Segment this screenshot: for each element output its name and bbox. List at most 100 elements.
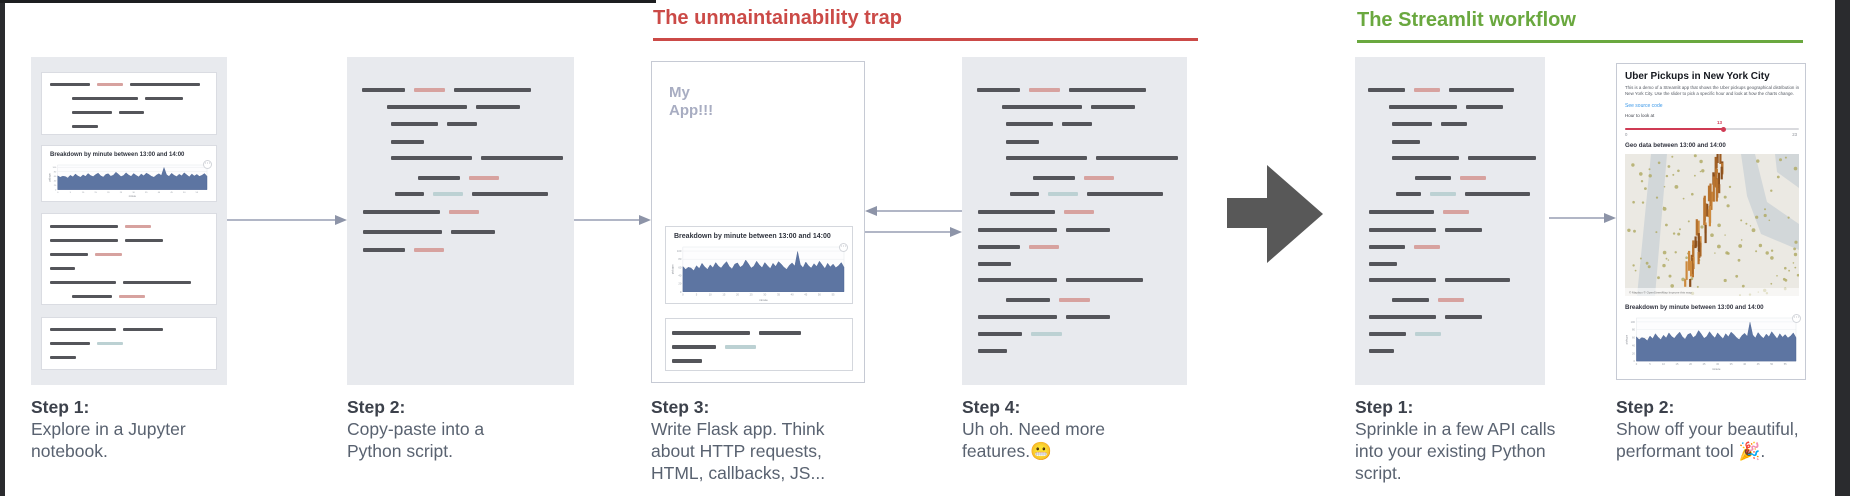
geo-map-svg: © Mapbox © OpenStreetMap Improve this ma… — [1625, 154, 1799, 296]
code-line — [1369, 228, 1545, 232]
code-line-segment — [145, 97, 183, 100]
code-line — [1396, 192, 1545, 196]
step-title: Step 2: — [347, 397, 406, 417]
chart-menu-icon[interactable]: ⋯ — [1792, 314, 1801, 323]
code-line-segment — [395, 192, 424, 196]
code-line-segment — [391, 122, 438, 126]
growing-script-code — [962, 57, 1187, 353]
svg-text:30: 30 — [763, 293, 766, 297]
code-line-segment — [978, 228, 1057, 232]
code-line — [50, 328, 216, 331]
svg-text:45: 45 — [1757, 362, 1760, 366]
trap-underline — [653, 38, 1198, 41]
code-line-segment — [725, 345, 756, 349]
code-line — [978, 228, 1187, 232]
code-line-segment — [672, 359, 702, 363]
code-line-segment — [50, 342, 90, 345]
svg-text:40: 40 — [678, 273, 681, 277]
code-line-segment — [433, 192, 463, 196]
svg-text:80: 80 — [54, 172, 57, 174]
code-line-segment — [363, 230, 442, 234]
slider-max: 23 — [1792, 132, 1797, 137]
step-body: Show off your beautiful, performant tool… — [1616, 419, 1799, 461]
code-line-segment — [125, 225, 151, 228]
slider-label: Hour to look at — [1625, 113, 1655, 118]
source-code-link[interactable]: See source code — [1625, 103, 1663, 109]
caption-step3: Step 3: Write Flask app. Think about HTT… — [651, 396, 861, 484]
code-line — [391, 156, 574, 160]
code-line — [1389, 105, 1545, 109]
code-line-segment — [1441, 122, 1467, 126]
geo-map[interactable]: © Mapbox © OpenStreetMap Improve this ma… — [1625, 154, 1799, 296]
svg-text:15: 15 — [94, 192, 97, 194]
code-line-segment — [1048, 192, 1078, 196]
svg-text:80: 80 — [1632, 328, 1635, 332]
trap-section-title: The unmaintainability trap — [653, 7, 902, 29]
code-line-segment — [50, 281, 116, 284]
code-line-segment — [978, 262, 1011, 266]
code-line — [978, 210, 1187, 214]
code-line — [672, 345, 852, 349]
chart-menu-icon[interactable]: ⋯ — [203, 160, 212, 169]
code-line-segment — [1369, 349, 1394, 353]
code-line — [1392, 156, 1545, 160]
code-line-segment — [362, 88, 405, 92]
code-line — [1369, 245, 1545, 249]
svg-text:0: 0 — [1636, 362, 1638, 366]
step-title: Step 4: — [962, 397, 1021, 417]
code-line-segment — [476, 105, 520, 109]
code-line — [387, 105, 574, 109]
flask-app-title: My App!!! — [669, 84, 714, 119]
svg-text:10: 10 — [82, 192, 85, 194]
code-line — [1006, 140, 1187, 144]
code-line-segment — [1392, 298, 1429, 302]
code-line-segment — [1445, 278, 1510, 282]
code-line-segment — [1064, 210, 1094, 214]
code-line-segment — [72, 295, 112, 298]
code-line — [1368, 88, 1545, 92]
geo-heading: Geo data between 13:00 and 14:00 — [1625, 142, 1726, 149]
code-line — [672, 331, 852, 335]
slider-thumb[interactable] — [1720, 126, 1726, 132]
code-line-segment — [1066, 278, 1143, 282]
flask-text-card — [665, 318, 853, 371]
code-line — [1369, 262, 1545, 266]
hour-slider[interactable] — [1625, 126, 1799, 132]
svg-text:30: 30 — [132, 192, 135, 194]
svg-text:100: 100 — [677, 249, 682, 253]
jupyter-notebook-panel: Breakdown by minute between 13:00 and 14… — [31, 57, 227, 385]
code-line-segment — [1392, 156, 1460, 160]
svg-text:20: 20 — [1632, 351, 1635, 355]
code-line — [1369, 278, 1545, 282]
code-line — [978, 278, 1187, 282]
code-line-segment — [1449, 88, 1514, 92]
step-body: Sprinkle in a few API calls into your ex… — [1355, 419, 1556, 483]
svg-text:100: 100 — [1631, 320, 1636, 324]
flask-chart-card: Breakdown by minute between 13:00 and 14… — [665, 226, 853, 304]
code-line-segment — [1029, 245, 1059, 249]
code-line — [50, 281, 216, 284]
svg-text:pickups: pickups — [671, 264, 675, 274]
arrow-streamlit-step1-to-step2 — [1549, 213, 1616, 223]
code-line-segment — [414, 88, 445, 92]
code-line-segment — [50, 83, 90, 86]
svg-text:25: 25 — [120, 192, 123, 194]
code-line-segment — [1006, 122, 1053, 126]
code-line-segment — [1445, 228, 1482, 232]
code-line-segment — [1066, 315, 1110, 319]
svg-text:40: 40 — [791, 293, 794, 297]
code-line-segment — [1033, 176, 1075, 180]
code-line-segment — [1438, 298, 1464, 302]
step-body: Explore in a Jupyter notebook. — [31, 419, 186, 461]
svg-text:50: 50 — [818, 293, 821, 297]
svg-text:80: 80 — [678, 257, 681, 261]
code-line-segment — [97, 342, 123, 345]
notebook-code-cell — [41, 317, 217, 370]
svg-text:0: 0 — [680, 290, 682, 294]
code-line-segment — [672, 345, 716, 349]
svg-text:20: 20 — [107, 192, 110, 194]
chart-menu-icon[interactable]: ⋯ — [839, 243, 848, 252]
arrow-step3-to-step4 — [865, 227, 962, 237]
python-script-code — [347, 57, 574, 252]
